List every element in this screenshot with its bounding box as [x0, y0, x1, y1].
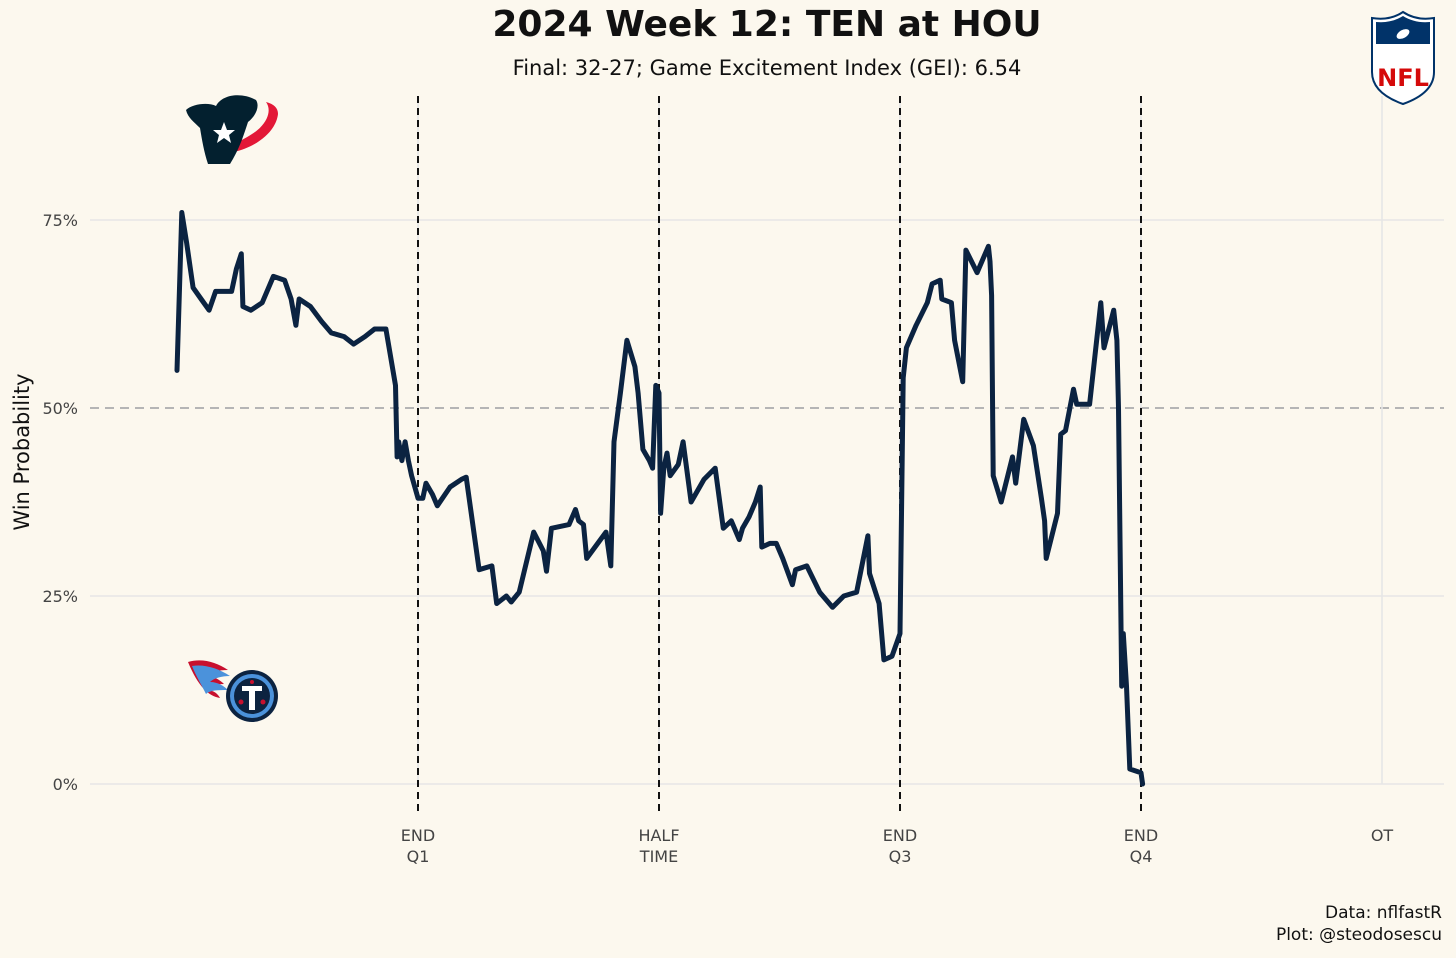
caption: Data: nflfastR Plot: @steodosescu [1276, 902, 1442, 946]
chart-title: 2024 Week 12: TEN at HOU [492, 4, 1042, 45]
texans-star [213, 122, 235, 143]
titans-logo [188, 660, 278, 722]
y-tick-label: 25% [42, 587, 78, 606]
titans-star-left [238, 699, 244, 705]
titans-star-top [250, 680, 254, 684]
y-tick-label: 0% [53, 775, 78, 794]
x-tick-label: END Q4 [1124, 826, 1158, 866]
caption-data-source: Data: nflfastR [1325, 903, 1442, 923]
nfl-shield-bottom [1376, 44, 1430, 99]
x-tick-label: END Q3 [883, 826, 917, 866]
grid-lines [90, 96, 1444, 785]
titans-t [242, 686, 262, 710]
x-tick-label: HALF TIME [638, 826, 679, 866]
titans-flame-blue [192, 665, 230, 694]
x-tick-label: OT [1371, 826, 1394, 845]
win-probability-line [174, 210, 1146, 787]
x-tick-labels: END Q1 HALF TIME END Q3 END Q4 OT [401, 826, 1394, 866]
y-axis-label: Win Probability [10, 373, 34, 531]
nfl-shield-text: NFL [1377, 64, 1429, 92]
series-layer [174, 210, 1146, 787]
caption-plot-credit: Plot: @steodosescu [1275, 925, 1442, 945]
y-tick-label: 50% [42, 399, 78, 418]
x-tick-label: END Q1 [401, 826, 435, 866]
titans-star-right [260, 699, 266, 705]
y-tick-labels: 0% 25% 50% 75% [42, 211, 78, 794]
nfl-football-icon [1396, 29, 1410, 39]
y-tick-label: 75% [42, 211, 78, 230]
texans-horn [234, 102, 278, 152]
nfl-shield-logo: NFL [1371, 10, 1435, 106]
chart-subtitle: Final: 32-27; Game Excitement Index (GEI… [512, 56, 1022, 80]
texans-logo [186, 95, 278, 164]
